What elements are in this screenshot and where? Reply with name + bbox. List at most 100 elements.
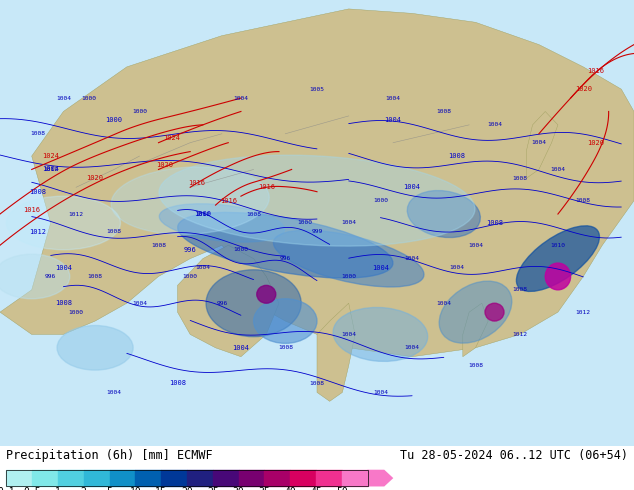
Text: 1020: 1020 [588, 140, 604, 146]
Text: 1008: 1008 [576, 198, 591, 203]
Text: 40: 40 [284, 488, 296, 490]
Ellipse shape [273, 230, 424, 287]
Text: 1008: 1008 [169, 380, 186, 387]
Text: 1008: 1008 [107, 229, 122, 234]
Text: 1004: 1004 [42, 167, 59, 172]
FancyArrow shape [368, 470, 393, 487]
Text: 1016: 1016 [23, 207, 40, 213]
Text: 1008: 1008 [55, 300, 72, 306]
Text: 10: 10 [129, 488, 141, 490]
Text: 30: 30 [233, 488, 244, 490]
Ellipse shape [111, 167, 269, 234]
Ellipse shape [517, 226, 599, 292]
Text: 25: 25 [207, 488, 219, 490]
Text: 1000: 1000 [373, 198, 388, 203]
Bar [58, 470, 84, 487]
Text: 1004: 1004 [404, 345, 420, 350]
Text: 1004: 1004 [107, 390, 122, 395]
Text: 1005: 1005 [309, 87, 325, 92]
Text: Precipitation (6h) [mm] ECMWF: Precipitation (6h) [mm] ECMWF [6, 449, 213, 463]
Ellipse shape [545, 263, 571, 290]
Ellipse shape [206, 270, 301, 337]
Bar [238, 470, 264, 487]
Bar [161, 470, 187, 487]
Text: 1000: 1000 [183, 274, 198, 279]
Text: Tu 28-05-2024 06..12 UTC (06+54): Tu 28-05-2024 06..12 UTC (06+54) [399, 449, 628, 463]
Text: 1004: 1004 [404, 256, 420, 261]
Text: 1000: 1000 [81, 96, 96, 100]
Text: 35: 35 [259, 488, 270, 490]
Text: 1000: 1000 [68, 310, 84, 315]
Bar [135, 470, 161, 487]
Text: 5: 5 [107, 488, 112, 490]
Text: 15: 15 [155, 488, 167, 490]
Bar [290, 470, 316, 487]
Text: 1004: 1004 [373, 390, 388, 395]
Ellipse shape [0, 254, 70, 299]
Text: 1004: 1004 [56, 96, 71, 100]
Bar [316, 470, 342, 487]
Text: 1004: 1004 [385, 96, 401, 100]
Text: 1004: 1004 [550, 167, 566, 172]
Ellipse shape [178, 213, 393, 278]
Text: 1012: 1012 [195, 212, 210, 217]
Text: 1: 1 [55, 488, 61, 490]
Text: 1004: 1004 [132, 301, 147, 306]
Text: 50: 50 [336, 488, 347, 490]
Ellipse shape [159, 155, 475, 246]
Text: 1008: 1008 [448, 153, 465, 159]
Bar [213, 470, 238, 487]
Bar [187, 470, 213, 487]
Text: 996: 996 [45, 274, 56, 279]
Bar [6, 470, 368, 487]
Ellipse shape [439, 281, 512, 343]
Text: 1008: 1008 [246, 212, 261, 217]
Text: 1016: 1016 [220, 197, 236, 204]
Text: 1010: 1010 [550, 243, 566, 248]
Text: 1000: 1000 [195, 211, 211, 217]
Text: 2: 2 [81, 488, 87, 490]
Text: 1020: 1020 [87, 175, 103, 181]
Text: 1000: 1000 [132, 109, 147, 114]
Text: 1000: 1000 [106, 118, 122, 123]
Text: 1016: 1016 [188, 180, 205, 186]
Text: 1000: 1000 [341, 274, 356, 279]
Text: 1016: 1016 [258, 184, 275, 190]
Ellipse shape [159, 204, 285, 242]
Text: 1008: 1008 [151, 243, 166, 248]
Text: 1004: 1004 [195, 265, 210, 270]
Text: 1004: 1004 [341, 332, 356, 337]
Text: 1004: 1004 [385, 118, 401, 123]
Text: 996: 996 [184, 246, 197, 253]
Bar [110, 470, 135, 487]
Text: 1012: 1012 [512, 332, 527, 337]
Text: 996: 996 [280, 256, 291, 261]
Ellipse shape [333, 307, 428, 362]
Text: 1008: 1008 [436, 109, 451, 114]
Text: 1008: 1008 [30, 189, 46, 195]
Bar [264, 470, 290, 487]
Text: 20: 20 [181, 488, 193, 490]
Ellipse shape [407, 191, 481, 238]
Ellipse shape [57, 325, 133, 370]
Text: 1004: 1004 [531, 140, 547, 145]
Text: 1004: 1004 [468, 243, 483, 248]
Text: 1008: 1008 [278, 345, 293, 350]
Ellipse shape [485, 303, 504, 321]
Text: 1004: 1004 [55, 265, 72, 270]
Text: 996: 996 [216, 301, 228, 306]
Text: 1008: 1008 [486, 220, 503, 226]
Bar [32, 470, 58, 487]
Text: 1024: 1024 [163, 135, 179, 141]
Text: 1024: 1024 [42, 153, 59, 159]
Text: 1004: 1004 [436, 301, 451, 306]
Bar [342, 470, 368, 487]
Bar [6, 470, 32, 487]
Text: 1004: 1004 [233, 345, 249, 351]
Text: 45: 45 [310, 488, 322, 490]
Text: 1008: 1008 [309, 381, 325, 386]
Ellipse shape [257, 285, 276, 303]
Text: 1016: 1016 [588, 68, 604, 74]
Text: 999: 999 [311, 229, 323, 234]
Ellipse shape [254, 299, 317, 343]
